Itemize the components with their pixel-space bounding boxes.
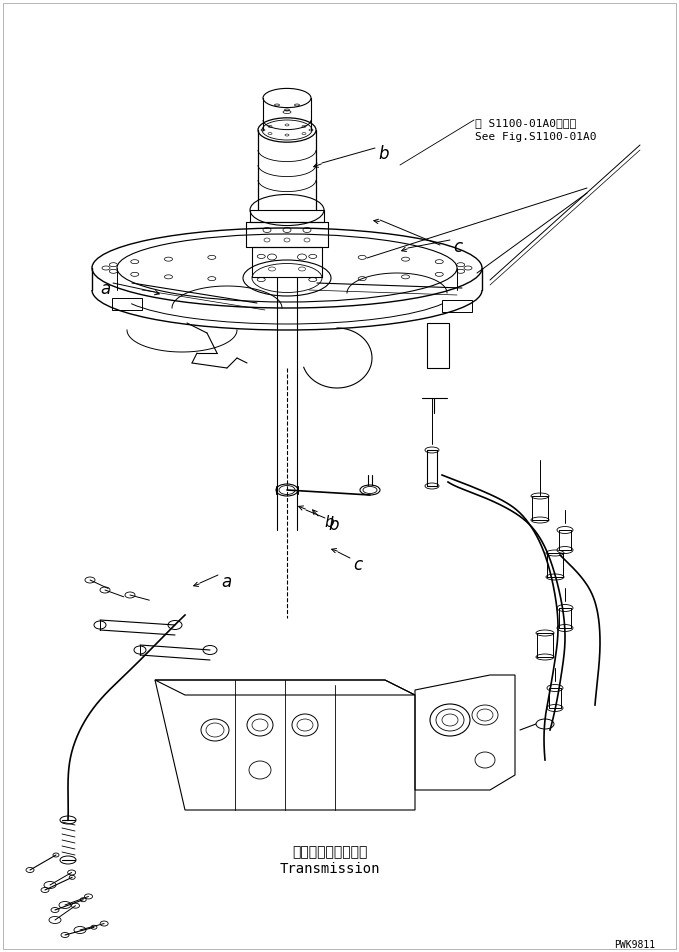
Text: トランスミッション: トランスミッション: [293, 845, 368, 859]
Text: PWK9811: PWK9811: [614, 940, 655, 950]
Text: a: a: [221, 573, 232, 591]
Text: b: b: [328, 516, 339, 534]
Text: c: c: [353, 556, 362, 574]
Text: See Fig.S1100-01A0: See Fig.S1100-01A0: [475, 132, 596, 142]
Text: b: b: [378, 145, 388, 163]
Text: 第 S1100-01A0図参照: 第 S1100-01A0図参照: [475, 118, 576, 128]
Text: b: b: [324, 515, 333, 530]
Bar: [112, 298, 142, 310]
Text: a: a: [100, 280, 110, 298]
Text: Transmission: Transmission: [280, 862, 380, 876]
Text: c: c: [453, 238, 462, 256]
Bar: [427, 323, 449, 368]
Bar: [442, 300, 472, 312]
